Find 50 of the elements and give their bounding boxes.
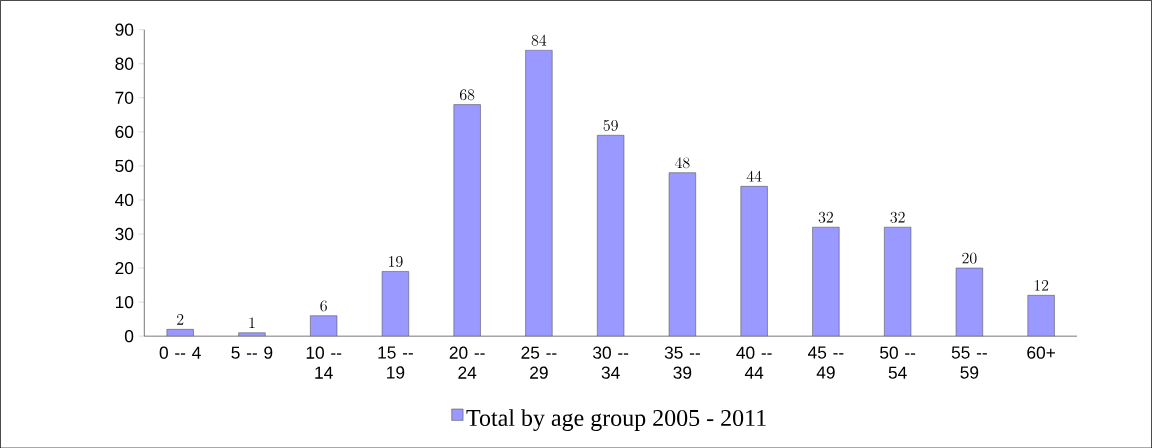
y-tick-label: 10 [115, 295, 134, 309]
bar [381, 270, 409, 336]
y-tick-label: 40 [115, 193, 134, 206]
x-tick-label: 5 -- 9 [231, 346, 273, 359]
y-tick-label: 30 [115, 227, 134, 240]
y-tick-label: 60 [115, 125, 134, 138]
data-label: 59 [603, 119, 618, 131]
bar [812, 226, 840, 336]
data-label: 68 [459, 89, 475, 101]
y-tick-label: 80 [115, 57, 134, 70]
bar [1027, 294, 1055, 336]
x-tick-label: 15 -- 19 [378, 346, 413, 379]
data-label: 20 [962, 252, 977, 264]
y-tick-label: 20 [115, 261, 134, 274]
bar [238, 332, 266, 336]
data-label: 32 [818, 211, 833, 223]
data-label: 48 [675, 157, 690, 169]
x-tick-label: 45 -- 49 [808, 346, 844, 379]
bar [597, 134, 625, 336]
data-label: 84 [531, 34, 547, 46]
x-tick-label: 30 -- 34 [593, 346, 629, 379]
x-tick-label: 35 -- 39 [664, 346, 700, 379]
data-label: 6 [320, 300, 327, 312]
data-label: 19 [389, 255, 403, 267]
y-tick-label: 70 [115, 91, 134, 104]
data-label: 32 [890, 211, 905, 223]
x-tick-label: 55 -- 59 [951, 346, 987, 379]
bar [525, 49, 553, 336]
bar [884, 226, 912, 336]
data-label: 1 [249, 317, 255, 328]
x-tick-label: 50 -- 54 [880, 346, 916, 379]
y-tick-label: 0 [124, 329, 134, 343]
x-tick-label: 60+ [1027, 346, 1055, 359]
bar [668, 172, 696, 336]
y-tick-label: 90 [115, 23, 134, 36]
data-label: 2 [177, 313, 184, 325]
bar [453, 104, 481, 336]
bar [310, 315, 338, 336]
x-tick-label: 25 -- 29 [521, 346, 557, 379]
x-tick-label: 40 -- 44 [736, 346, 772, 379]
x-tick-label: 10 -- 14 [306, 346, 342, 379]
bar [166, 328, 194, 336]
x-tick-label: 20 -- 24 [449, 346, 485, 379]
x-tick-label: 0 -- 4 [159, 346, 201, 359]
bar [955, 267, 983, 336]
bar [740, 185, 768, 336]
legend-label: Total by age group 2005 - 2011 [466, 408, 766, 431]
y-tick-label: 50 [115, 159, 134, 172]
data-label: 12 [1034, 279, 1049, 291]
data-label: 44 [746, 170, 762, 182]
